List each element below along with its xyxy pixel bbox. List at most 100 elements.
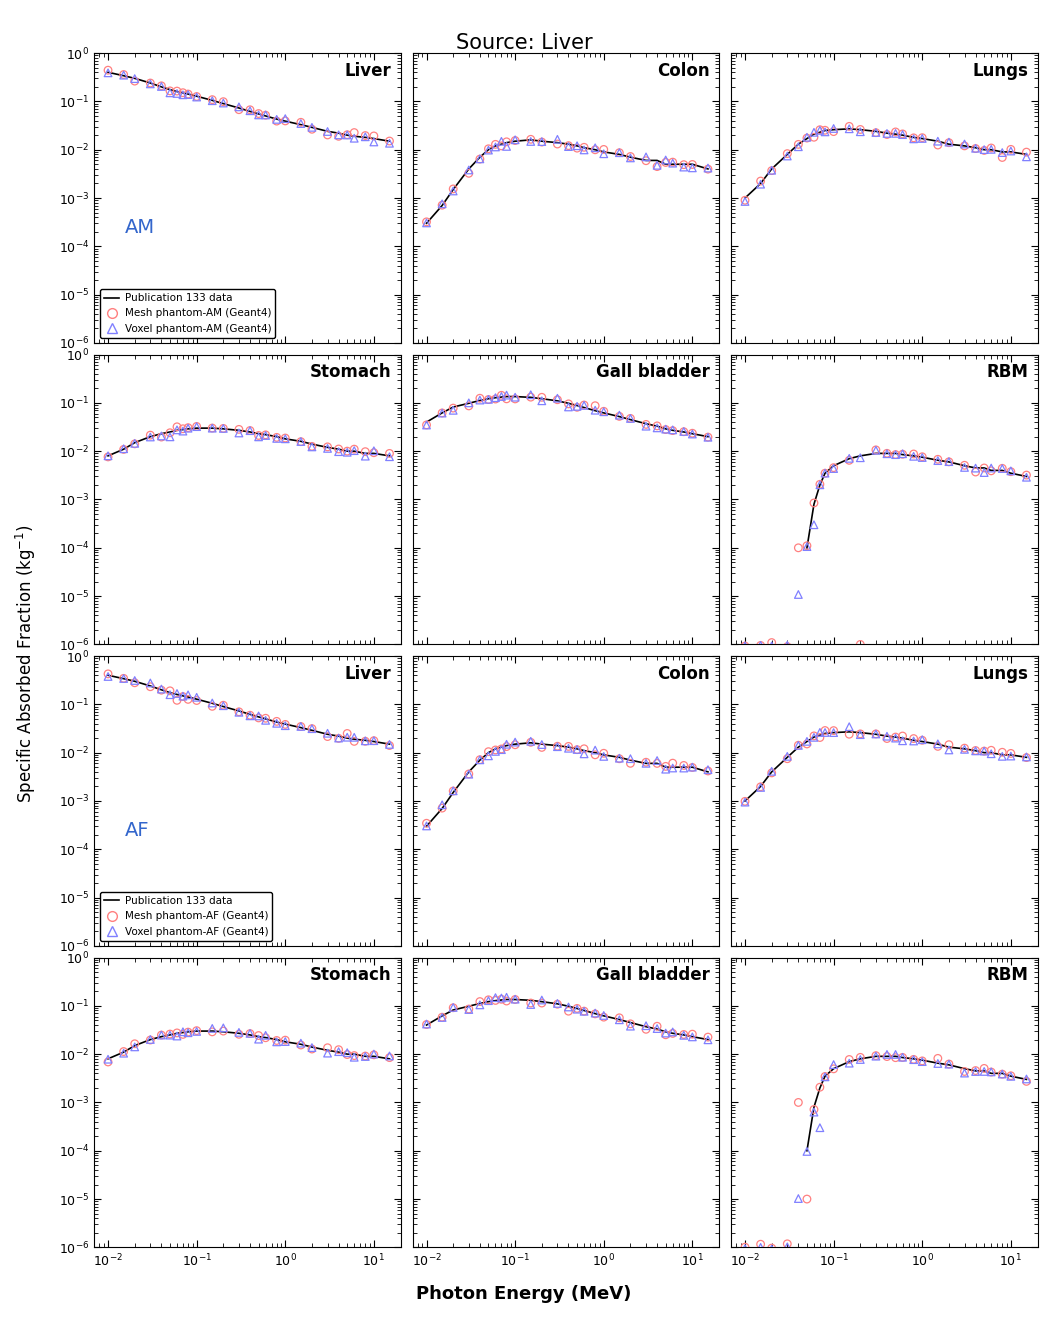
Point: [277, 110, 293, 131]
Point: [179, 685, 196, 706]
Point: [304, 1039, 321, 1060]
Point: [366, 441, 383, 462]
Point: [905, 443, 922, 464]
Point: [816, 722, 833, 743]
Point: [127, 1034, 144, 1055]
Point: [292, 1032, 309, 1054]
Point: [878, 729, 895, 750]
Point: [357, 446, 374, 467]
Point: [623, 752, 639, 774]
Point: [418, 414, 435, 435]
Point: [357, 1046, 374, 1067]
Point: [752, 634, 769, 656]
Point: [487, 987, 504, 1009]
Point: [257, 710, 274, 731]
Point: [664, 419, 681, 441]
Point: [330, 1040, 347, 1062]
Point: [493, 135, 509, 157]
Point: [888, 1044, 904, 1066]
Point: [480, 740, 497, 762]
Point: [522, 129, 539, 150]
Point: [231, 1023, 247, 1044]
Point: [161, 80, 178, 101]
Point: [611, 405, 628, 426]
Point: [250, 426, 267, 447]
Point: [204, 418, 221, 439]
Point: [840, 118, 857, 139]
Point: [700, 1027, 717, 1048]
Point: [153, 76, 170, 97]
Point: [487, 389, 504, 410]
Point: [575, 137, 592, 158]
Point: [444, 780, 461, 802]
Point: [346, 122, 363, 143]
Point: [366, 730, 383, 751]
Point: [161, 681, 178, 702]
Point: [1018, 747, 1034, 768]
Point: [868, 122, 885, 143]
Point: [737, 791, 754, 812]
Point: [840, 1052, 857, 1074]
Text: Specific Absorbed Fraction (kg$^{-1}$): Specific Absorbed Fraction (kg$^{-1}$): [15, 524, 38, 803]
Point: [806, 727, 823, 748]
Point: [115, 439, 132, 460]
Point: [905, 1050, 922, 1071]
Point: [967, 740, 984, 762]
Point: [569, 138, 586, 159]
Point: [127, 70, 144, 92]
Point: [779, 146, 795, 167]
Point: [381, 735, 398, 756]
Point: [507, 734, 524, 755]
Point: [498, 135, 515, 157]
Point: [204, 1022, 221, 1043]
Point: [675, 421, 692, 442]
Point: [549, 994, 566, 1015]
Point: [799, 536, 815, 557]
Point: [141, 677, 158, 698]
Point: [806, 126, 823, 147]
Point: [878, 443, 895, 464]
Point: [637, 415, 654, 437]
Point: [257, 1024, 274, 1046]
Point: [175, 686, 192, 707]
Point: [967, 462, 984, 483]
Point: [649, 417, 665, 438]
Point: [637, 146, 654, 167]
Point: [569, 739, 586, 760]
Text: Liver: Liver: [345, 62, 391, 80]
Point: [684, 154, 701, 175]
Point: [304, 118, 321, 139]
Point: [790, 537, 807, 559]
Point: [790, 1092, 807, 1113]
Point: [346, 1044, 363, 1066]
Point: [976, 740, 992, 762]
Point: [242, 100, 259, 121]
Point: [700, 760, 717, 782]
Point: [169, 419, 185, 441]
Point: [418, 211, 435, 232]
Point: [161, 82, 178, 104]
Point: [799, 1141, 815, 1162]
Point: [179, 1022, 196, 1043]
Point: [498, 131, 515, 153]
Point: [967, 1060, 984, 1082]
Point: [549, 993, 566, 1014]
Point: [127, 670, 144, 691]
Point: [250, 1024, 267, 1046]
Point: [507, 731, 524, 752]
Point: [816, 463, 833, 484]
Point: [472, 387, 488, 409]
Point: [811, 119, 828, 141]
Point: [914, 447, 931, 468]
Point: [779, 748, 795, 770]
Point: [381, 130, 398, 151]
Point: [522, 384, 539, 405]
Point: [737, 1237, 754, 1258]
Point: [894, 443, 911, 464]
Point: [533, 386, 550, 407]
Point: [175, 686, 192, 707]
Point: [878, 726, 895, 747]
Point: [684, 423, 701, 445]
Point: [623, 748, 639, 770]
Point: [268, 427, 285, 449]
